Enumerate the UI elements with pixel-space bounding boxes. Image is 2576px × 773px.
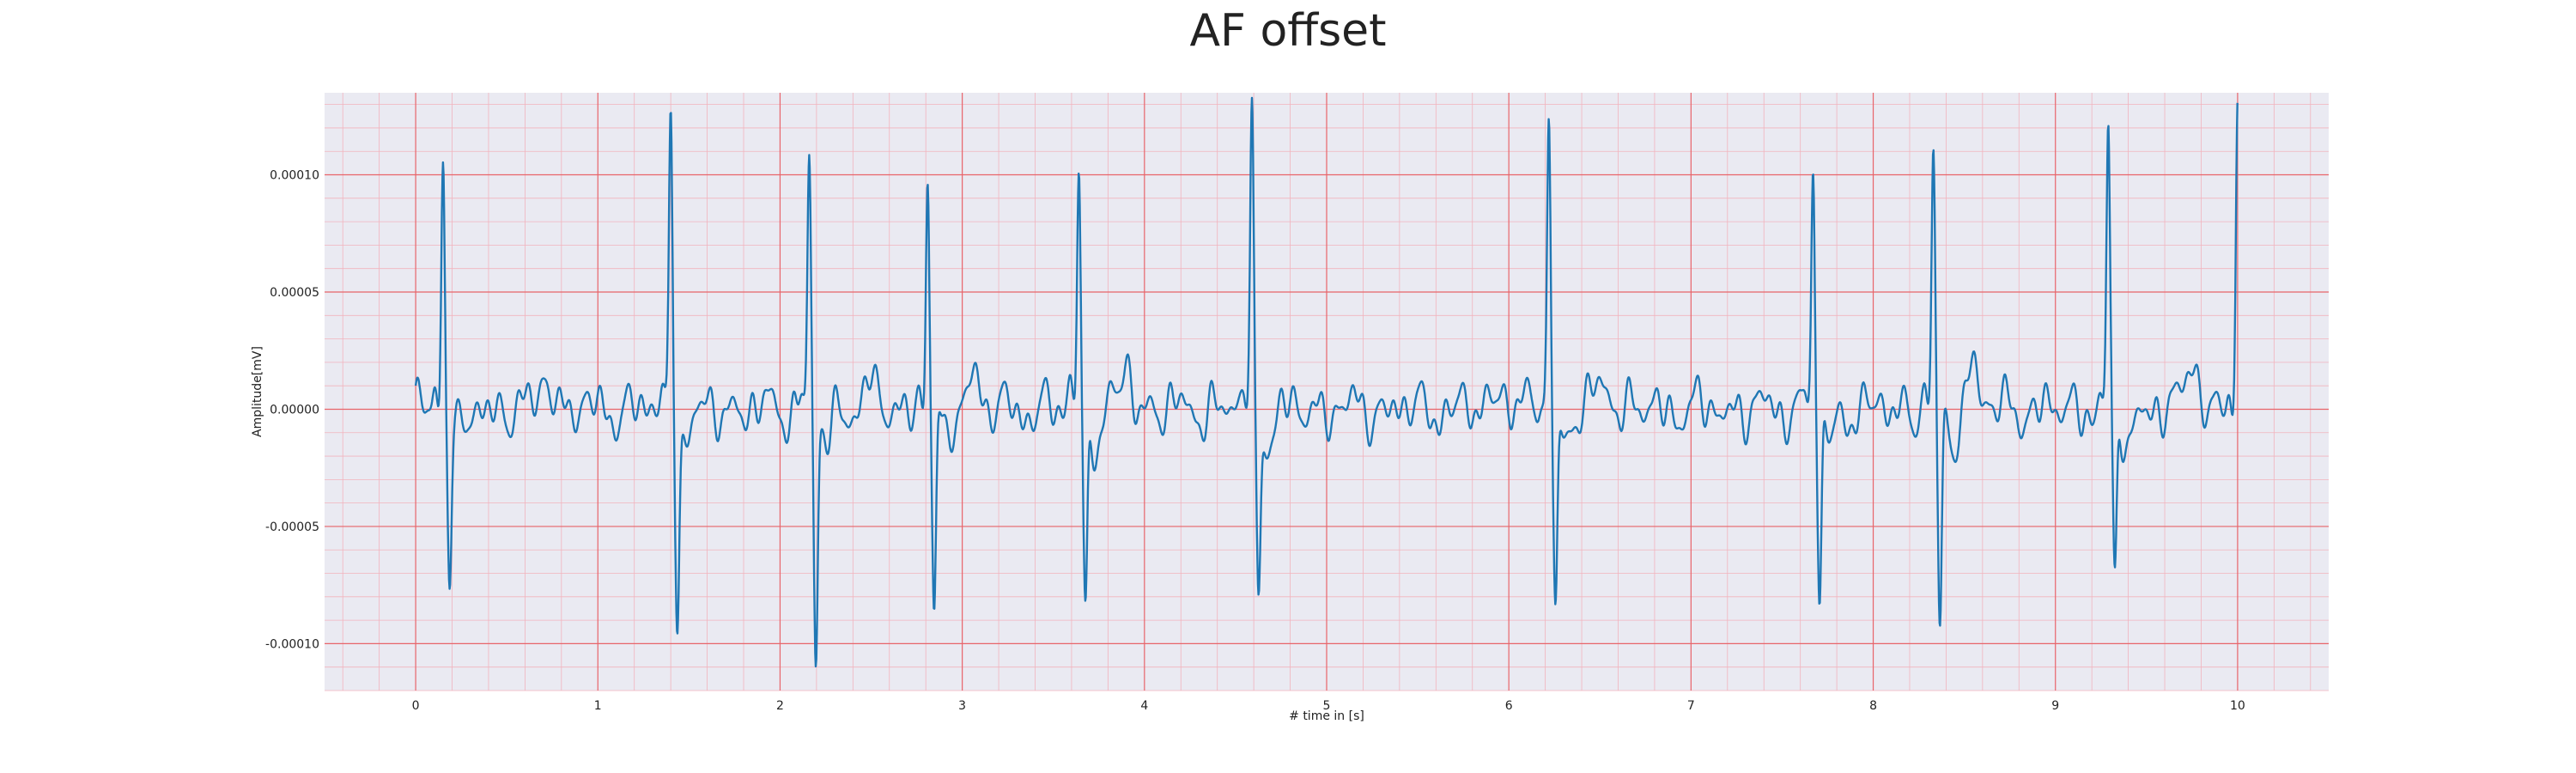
x-tick-label: 0 bbox=[412, 699, 420, 713]
x-axis-label: # time in [s] bbox=[1289, 709, 1364, 723]
ecg-series-line bbox=[414, 96, 2239, 668]
y-axis-label: Amplitude[mV] bbox=[251, 346, 264, 437]
x-tick-label: 8 bbox=[1869, 699, 1877, 713]
y-tick-label: -0.00005 bbox=[265, 520, 319, 534]
x-tick-label: 6 bbox=[1505, 699, 1513, 713]
chart-title: AF offset bbox=[1189, 5, 1387, 57]
y-tick-label: 0.00000 bbox=[270, 403, 319, 417]
x-tick-label: 3 bbox=[958, 699, 966, 713]
x-tick-label: 10 bbox=[2230, 699, 2245, 713]
x-tick-label: 9 bbox=[2051, 699, 2059, 713]
y-tick-label: -0.00010 bbox=[265, 637, 319, 651]
y-axis-ticks: -0.00010 -0.00005 0.00000 0.00005 0.00010 bbox=[265, 169, 319, 652]
y-tick-label: 0.00010 bbox=[270, 169, 319, 183]
x-tick-label: 2 bbox=[776, 699, 784, 713]
x-tick-label: 7 bbox=[1687, 699, 1695, 713]
x-axis-ticks: 0 1 2 3 4 5 6 7 8 9 10 bbox=[412, 699, 2245, 713]
x-tick-label: 4 bbox=[1140, 699, 1148, 713]
x-tick-label: 5 bbox=[1323, 699, 1331, 713]
y-tick-label: 0.00005 bbox=[270, 286, 319, 300]
x-tick-label: 1 bbox=[594, 699, 602, 713]
